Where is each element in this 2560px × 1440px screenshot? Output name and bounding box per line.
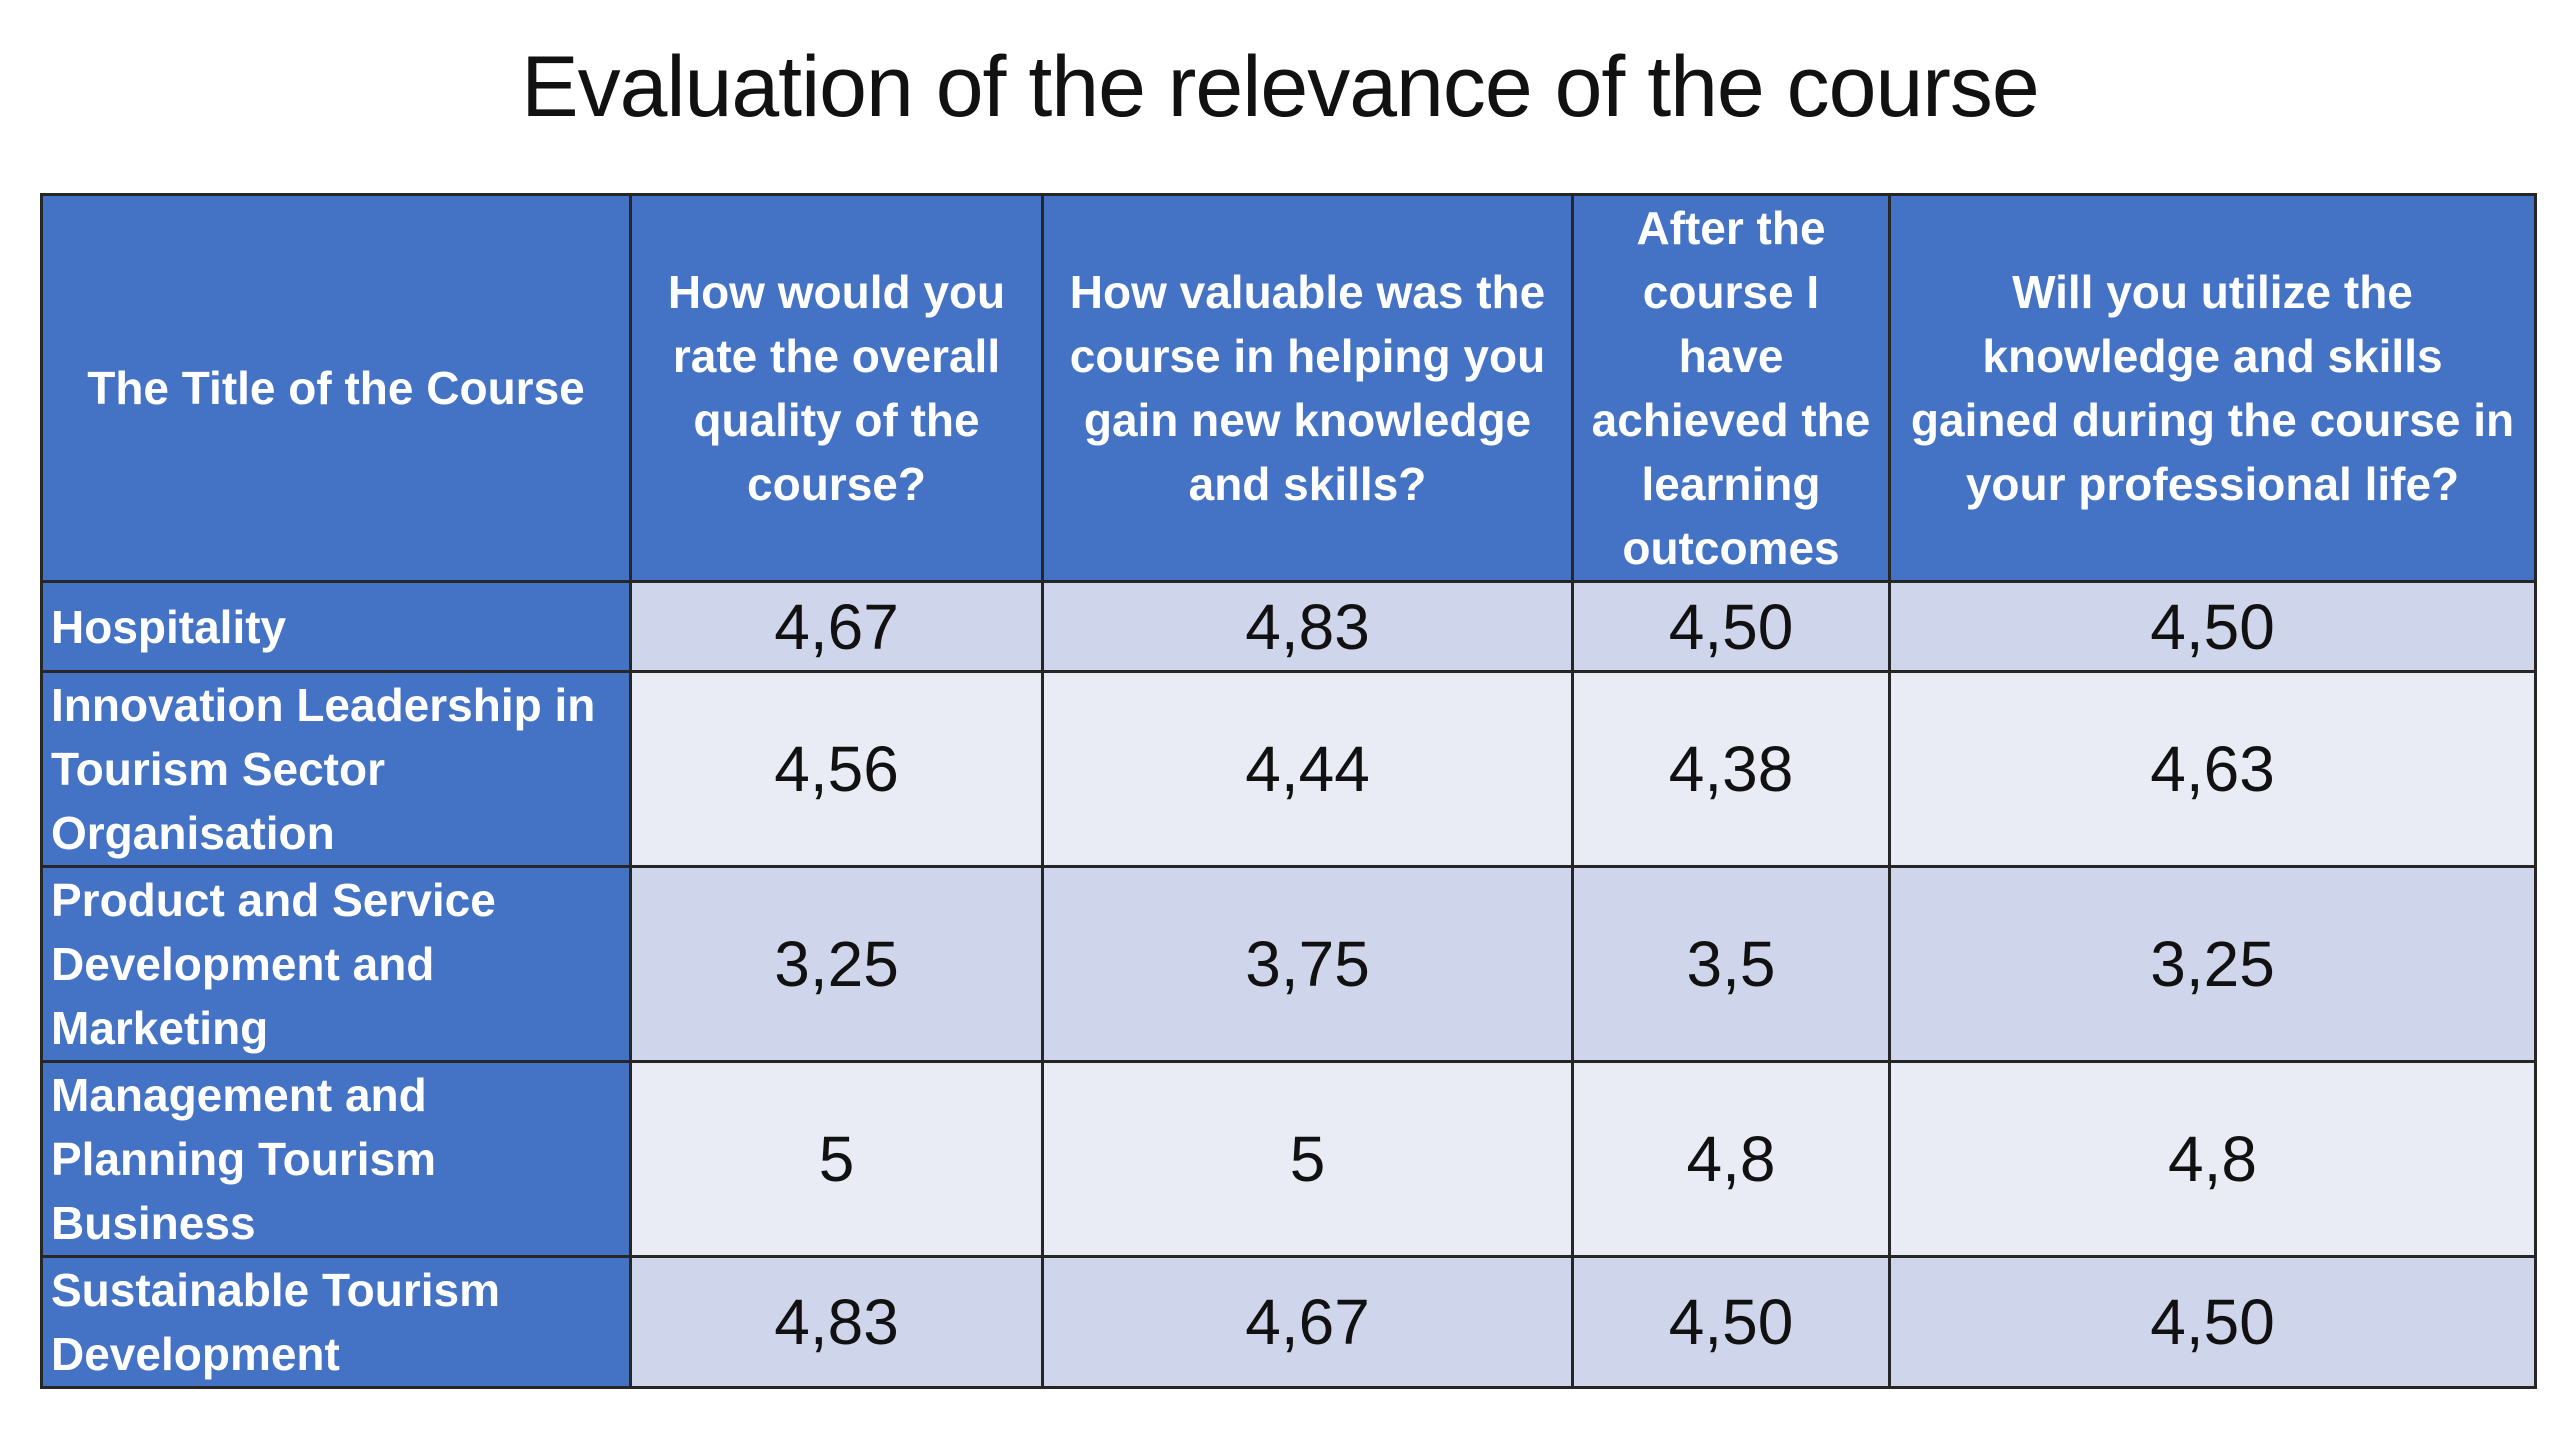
table-cell: 4,50 (1888, 580, 2537, 673)
evaluation-table: The Title of the Course How would you ra… (40, 193, 2537, 1389)
table-cell: 4,56 (629, 670, 1044, 868)
table-cell: 4,50 (1571, 580, 1891, 673)
slide-title: Evaluation of the relevance of the cours… (521, 39, 2040, 135)
table-cell: 4,8 (1571, 1060, 1891, 1258)
column-header-learning-outcomes: After the course I have achieved the lea… (1571, 193, 1891, 583)
row-title: Management and Planning Tourism Business (40, 1060, 632, 1258)
table-cell: 3,5 (1571, 865, 1891, 1063)
table-header-row: The Title of the Course How would you ra… (40, 193, 2537, 583)
table-row: Product and Service Development and Mark… (40, 865, 2537, 1063)
table-row: Sustainable Tourism Development 4,83 4,6… (40, 1255, 2537, 1389)
table-cell: 5 (1041, 1060, 1574, 1258)
table-cell: 4,50 (1888, 1255, 2537, 1389)
table-cell: 4,63 (1888, 670, 2537, 868)
row-title: Product and Service Development and Mark… (40, 865, 632, 1063)
table-cell: 4,38 (1571, 670, 1891, 868)
table-row: Hospitality 4,67 4,83 4,50 4,50 (40, 580, 2537, 673)
column-header-course-title: The Title of the Course (40, 193, 632, 583)
table-cell: 4,44 (1041, 670, 1574, 868)
table-cell: 4,8 (1888, 1060, 2537, 1258)
column-header-professional-use: Will you utilize the knowledge and skill… (1888, 193, 2537, 583)
row-title: Sustainable Tourism Development (40, 1255, 632, 1389)
table-cell: 4,83 (1041, 580, 1574, 673)
row-title: Innovation Leadership in Tourism Sector … (40, 670, 632, 868)
column-header-overall-quality: How would you rate the overall quality o… (629, 193, 1044, 583)
table-cell: 3,25 (1888, 865, 2537, 1063)
table-cell: 3,25 (629, 865, 1044, 1063)
table-cell: 3,75 (1041, 865, 1574, 1063)
table-cell: 4,83 (629, 1255, 1044, 1389)
table-cell: 5 (629, 1060, 1044, 1258)
column-header-knowledge-value: How valuable was the course in helping y… (1041, 193, 1574, 583)
table-cell: 4,67 (629, 580, 1044, 673)
table-cell: 4,50 (1571, 1255, 1891, 1389)
table-row: Innovation Leadership in Tourism Sector … (40, 670, 2537, 868)
table-row: Management and Planning Tourism Business… (40, 1060, 2537, 1258)
table-cell: 4,67 (1041, 1255, 1574, 1389)
row-title: Hospitality (40, 580, 632, 673)
